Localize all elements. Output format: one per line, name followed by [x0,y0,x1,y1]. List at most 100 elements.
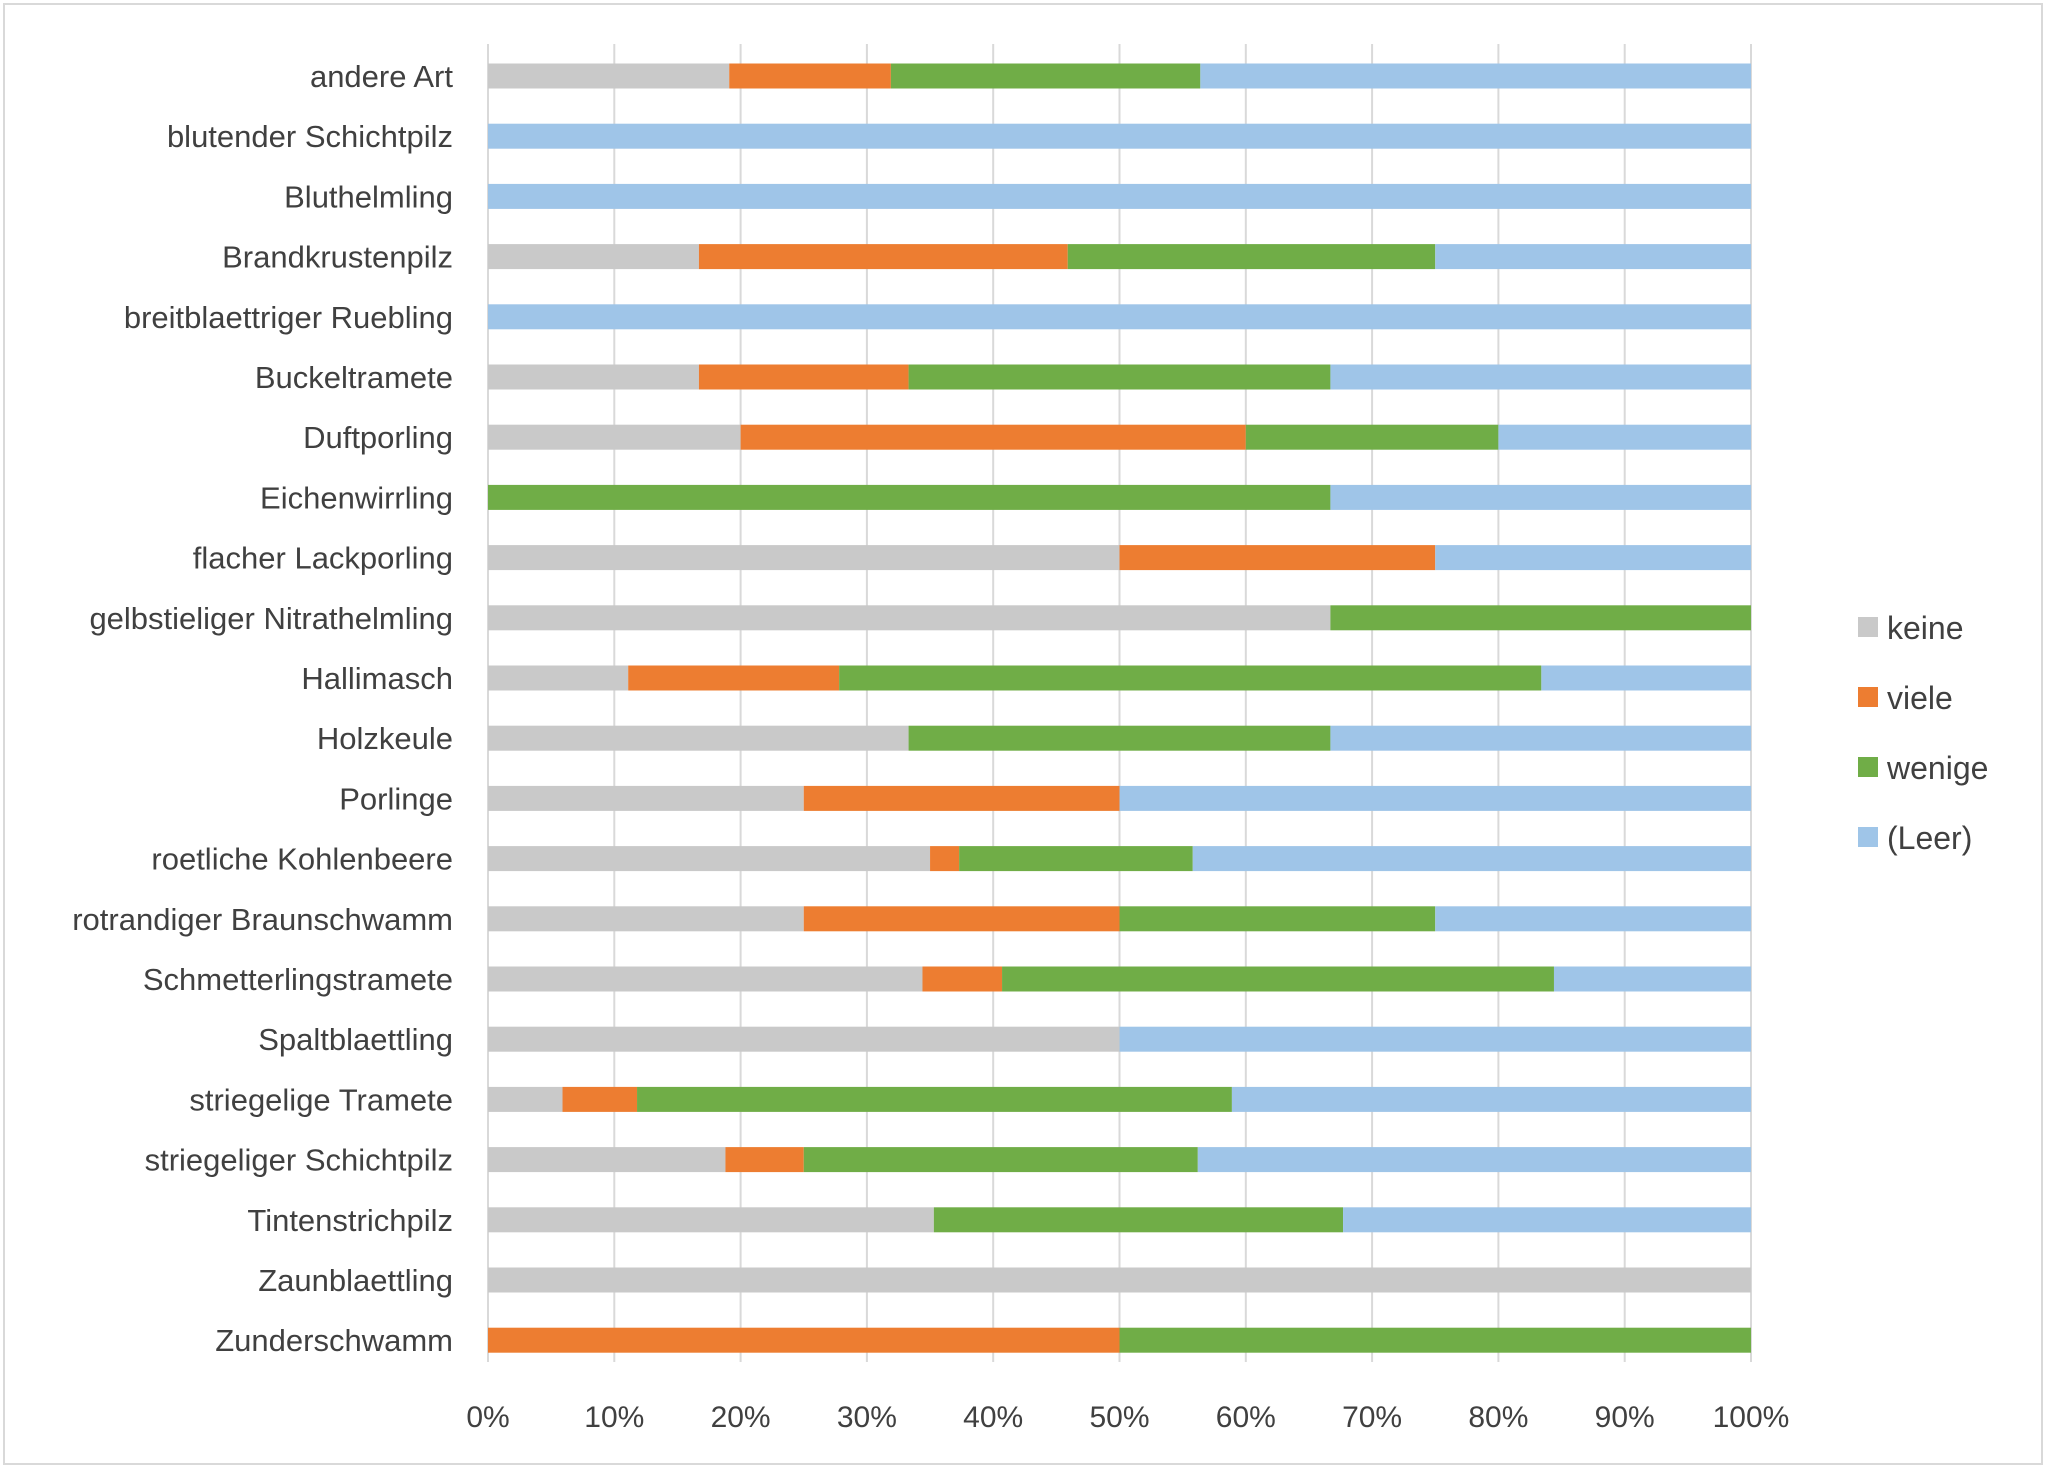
bar-segment-wenige [839,665,1542,691]
bar-segment-keine [488,605,1331,631]
category-label: Brandkrustenpilz [222,240,453,275]
bar-segment-leer [1330,364,1751,390]
bar-segment-viele [1119,545,1436,571]
bar-segment-leer [1197,1147,1751,1173]
bar-segment-viele [930,846,960,872]
bar-segment-wenige [1330,605,1751,631]
bar-segment-viele [922,966,1003,992]
legend-swatch [1858,827,1878,847]
bar-segment-wenige [890,63,1201,89]
bar-segment-viele [488,1327,1120,1353]
bar-segment-viele [803,785,1120,811]
bar-segment-keine [488,424,741,450]
bar-segment-wenige [1245,424,1499,450]
category-label: gelbstieliger Nitrathelmling [89,601,453,636]
bar-segment-wenige [1119,906,1436,932]
bar-segment-keine [488,1147,726,1173]
bar-segment-keine [488,1026,1120,1052]
category-label: Porlinge [339,781,453,816]
bar-segment-keine [488,1086,563,1112]
bar-segment-leer [1330,484,1751,510]
x-tick-label: 20% [711,1401,771,1434]
x-tick-label: 60% [1216,1401,1276,1434]
legend-swatch [1858,617,1878,637]
bar-segment-leer [1192,846,1751,872]
x-tick-label: 0% [466,1401,509,1434]
category-label: blutender Schichtpilz [167,119,453,154]
bar-segment-leer [1200,63,1751,89]
legend-swatch [1858,687,1878,707]
category-label: Buckeltramete [255,360,453,395]
x-tick-label: 40% [963,1401,1023,1434]
bar-segment-keine [488,966,923,992]
bar-segment-viele [740,424,1246,450]
x-tick-label: 50% [1089,1401,1149,1434]
bars [488,63,1751,1353]
legend-label: wenige [1886,750,1988,786]
bar-segment-keine [488,364,699,390]
bar-segment-viele [803,906,1120,932]
bar-segment-leer [1343,1207,1751,1233]
bar-segment-viele [562,1086,638,1112]
bar-segment-leer [1435,906,1751,932]
category-label: striegelige Tramete [189,1082,453,1117]
category-label: flacher Lackporling [193,541,453,576]
bar-segment-keine [488,785,804,811]
bar-segment-keine [488,244,699,270]
category-labels: andere Art blutender Schichtpilz Bluthelml… [72,59,453,1358]
category-label: Spaltblaettling [258,1022,453,1057]
category-label: andere Art [310,59,453,94]
category-label: Duftporling [303,420,453,455]
bar-segment-keine [488,63,730,89]
bar-segment-leer [1498,424,1751,450]
bar-segment-keine [488,725,909,751]
bar-segment-keine [488,545,1120,571]
bar-segment-leer [488,304,1751,330]
bar-segment-wenige [488,484,1331,510]
category-label: roetliche Kohlenbeere [151,842,453,877]
category-label: Holzkeule [317,721,453,756]
bar-segment-leer [1435,545,1751,571]
x-tick-label: 100% [1713,1401,1790,1434]
bar-segment-leer [488,183,1751,209]
x-tick-label: 80% [1468,1401,1528,1434]
bar-segment-viele [698,364,909,390]
bar-segment-wenige [908,725,1331,751]
bar-segment-leer [1119,785,1751,811]
bar-segment-wenige [908,364,1331,390]
x-tick-label: 70% [1342,1401,1402,1434]
category-label: Zaunblaettling [258,1263,453,1298]
bar-segment-viele [628,665,840,691]
legend-label: viele [1887,680,1953,716]
legend-label: keine [1887,610,1964,646]
legend-label: (Leer) [1887,820,1972,856]
bar-segment-leer [1553,966,1751,992]
bar-segment-keine [488,1267,1751,1293]
category-label: rotrandiger Braunschwamm [72,902,453,937]
category-label: Zunderschwamm [215,1323,453,1358]
bar-segment-wenige [933,1207,1344,1233]
bar-segment-wenige [803,1147,1198,1173]
category-label: Schmetterlingstramete [143,962,453,997]
bar-segment-wenige [1067,244,1436,270]
bar-segment-leer [1541,665,1751,691]
category-label: Hallimasch [301,661,453,696]
bar-segment-wenige [1119,1327,1751,1353]
category-label: Tintenstrichpilz [247,1203,453,1238]
bar-segment-keine [488,846,931,872]
category-label: Eichenwirrling [260,480,453,515]
category-label: striegeliger Schichtpilz [145,1143,453,1178]
x-tick-label: 30% [837,1401,897,1434]
bar-segment-wenige [1002,966,1554,992]
bar-segment-leer [1119,1026,1751,1052]
category-label: Bluthelmling [284,179,453,214]
category-label: breitblaettriger Ruebling [124,300,453,335]
bar-segment-leer [1231,1086,1751,1112]
bar-segment-leer [1435,244,1751,270]
bar-segment-keine [488,665,629,691]
bar-segment-keine [488,906,804,932]
x-tick-label: 90% [1595,1401,1655,1434]
bar-segment-keine [488,1207,934,1233]
bar-segment-leer [1330,725,1751,751]
